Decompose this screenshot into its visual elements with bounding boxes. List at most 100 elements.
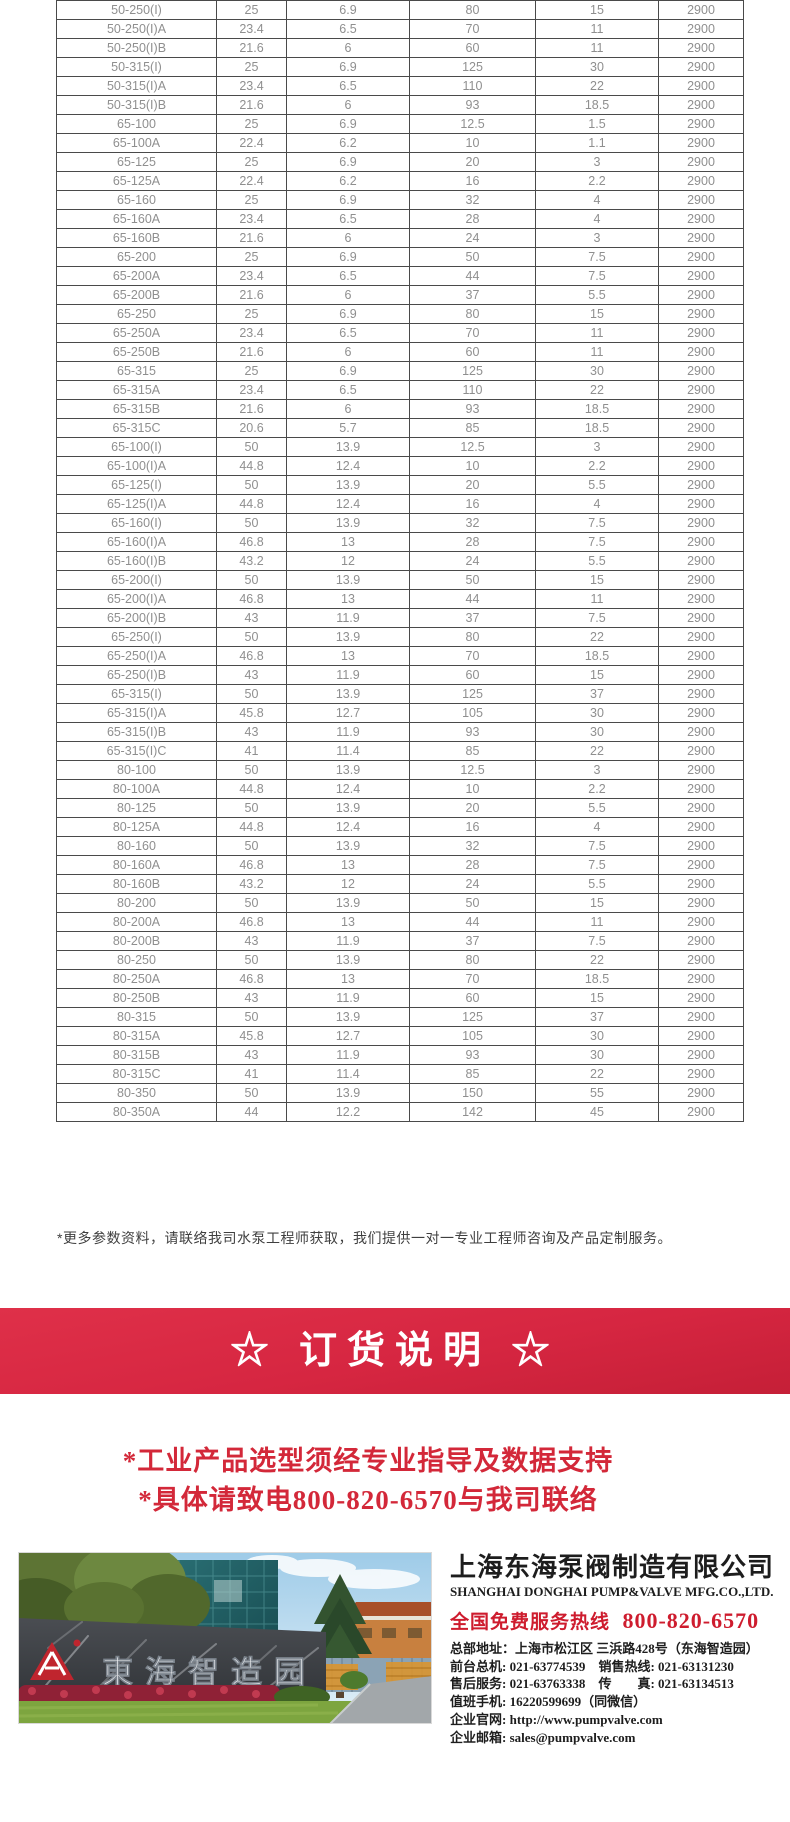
table-cell: 65-315B — [56, 399, 217, 419]
table-cell: 65-200(I)A — [56, 589, 217, 609]
table-cell: 70 — [409, 19, 536, 39]
table-cell: 13 — [286, 912, 410, 932]
table-cell: 65-160A — [56, 209, 217, 229]
table-cell: 65-315(I)C — [56, 741, 217, 761]
table-cell: 105 — [409, 1026, 536, 1046]
table-cell: 65-125(I)A — [56, 494, 217, 514]
table-cell: 3 — [535, 760, 659, 780]
table-cell: 50 — [216, 893, 287, 913]
table-cell: 18.5 — [535, 95, 659, 115]
table-cell: 37 — [535, 1007, 659, 1027]
table-cell: 80-250A — [56, 969, 217, 989]
detail-value[interactable]: sales@pumpvalve.com — [509, 1729, 636, 1745]
table-cell: 43 — [216, 931, 287, 951]
hotline-number: 800-820-6570 — [622, 1608, 760, 1633]
photo-driveway — [330, 1676, 432, 1724]
table-cell: 2900 — [658, 190, 744, 210]
table-cell: 12.5 — [409, 760, 536, 780]
table-cell: 65-125 — [56, 152, 217, 172]
table-cell: 28 — [409, 855, 536, 875]
table-cell: 43.2 — [216, 551, 287, 571]
table-cell: 2900 — [658, 247, 744, 267]
table-cell: 2900 — [658, 1064, 744, 1084]
table-cell: 46.8 — [216, 912, 287, 932]
table-cell: 30 — [535, 57, 659, 77]
table-cell: 80-350A — [56, 1102, 217, 1122]
table-cell: 80-250 — [56, 950, 217, 970]
table-cell: 43.2 — [216, 874, 287, 894]
table-cell: 41 — [216, 1064, 287, 1084]
photo-palm-plant — [340, 1671, 368, 1689]
table-cell: 65-100 — [56, 114, 217, 134]
table-cell: 65-250 — [56, 304, 217, 324]
table-cell: 93 — [409, 399, 536, 419]
table-cell: 13.9 — [286, 684, 410, 704]
table-cell: 110 — [409, 380, 536, 400]
table-cell: 2900 — [658, 912, 744, 932]
table-cell: 2900 — [658, 1083, 744, 1103]
table-cell: 2900 — [658, 57, 744, 77]
order-info-banner: ☆ 订货说明 ☆ — [0, 1308, 790, 1394]
table-cell: 45.8 — [216, 703, 287, 723]
table-cell: 13 — [286, 969, 410, 989]
detail-value[interactable]: http://www.pumpvalve.com — [509, 1711, 663, 1727]
hotline-label: 全国免费服务热线 — [450, 1612, 611, 1633]
table-row: 80-250B 43 11.9 60 15 2900 — [56, 988, 744, 1008]
table-cell: 18.5 — [535, 418, 659, 438]
table-cell: 12.4 — [286, 779, 410, 799]
table-cell: 2900 — [658, 779, 744, 799]
table-cell: 43 — [216, 665, 287, 685]
table-cell: 50-315(I)A — [56, 76, 217, 96]
table-row: 65-100(I) 50 13.9 12.5 3 2900 — [56, 437, 744, 457]
table-cell: 1.1 — [535, 133, 659, 153]
table-cell: 11 — [535, 589, 659, 609]
table-cell: 46.8 — [216, 969, 287, 989]
detail-value: 16220599699（同微信） — [509, 1694, 647, 1710]
banner-title: ☆ 订货说明 ☆ — [230, 1330, 560, 1372]
table-cell: 50 — [216, 1083, 287, 1103]
table-cell: 25 — [216, 152, 287, 172]
table-cell: 13.9 — [286, 893, 410, 913]
table-cell: 60 — [409, 665, 536, 685]
table-cell: 65-315(I)A — [56, 703, 217, 723]
table-cell: 65-200 — [56, 247, 217, 267]
table-cell: 5.5 — [535, 798, 659, 818]
table-cell: 5.5 — [535, 285, 659, 305]
table-cell: 20 — [409, 152, 536, 172]
table-cell: 11.9 — [286, 722, 410, 742]
table-row: 80-250A 46.8 13 70 18.5 2900 — [56, 969, 744, 989]
table-cell: 43 — [216, 988, 287, 1008]
table-row: 65-125(I) 50 13.9 20 5.5 2900 — [56, 475, 744, 495]
table-cell: 23.4 — [216, 380, 287, 400]
table-row: 65-200A 23.4 6.5 44 7.5 2900 — [56, 266, 744, 286]
table-cell: 65-160B — [56, 228, 217, 248]
table-row: 65-250(I)A 46.8 13 70 18.5 2900 — [56, 646, 744, 666]
table-row: 65-160B 21.6 6 24 3 2900 — [56, 228, 744, 248]
table-cell: 2900 — [658, 817, 744, 837]
table-cell: 5.5 — [535, 551, 659, 571]
table-cell: 44 — [216, 1102, 287, 1122]
table-cell: 2.2 — [535, 171, 659, 191]
table-cell: 80-125 — [56, 798, 217, 818]
table-cell: 13 — [286, 646, 410, 666]
table-cell: 13.9 — [286, 513, 410, 533]
table-cell: 6.9 — [286, 57, 410, 77]
table-cell: 6.9 — [286, 304, 410, 324]
company-name-cn: 上海东海泵阀制造有限公司 — [450, 1552, 775, 1582]
table-cell: 2900 — [658, 646, 744, 666]
company-details: 总部地址：上海市松江区 三浜路428号（东海智造园） 前台总机: 021-6377… — [450, 1640, 780, 1746]
table-cell: 65-315C — [56, 418, 217, 438]
table-cell: 2900 — [658, 950, 744, 970]
table-cell: 2900 — [658, 494, 744, 514]
table-cell: 3 — [535, 437, 659, 457]
table-cell: 32 — [409, 836, 536, 856]
logo-dot — [73, 1639, 81, 1647]
table-cell: 2900 — [658, 380, 744, 400]
table-cell: 2900 — [658, 608, 744, 628]
table-cell: 10 — [409, 456, 536, 476]
table-cell: 80 — [409, 950, 536, 970]
table-cell: 13.9 — [286, 1007, 410, 1027]
table-cell: 15 — [535, 988, 659, 1008]
table-cell: 2900 — [658, 114, 744, 134]
table-cell: 7.5 — [535, 931, 659, 951]
